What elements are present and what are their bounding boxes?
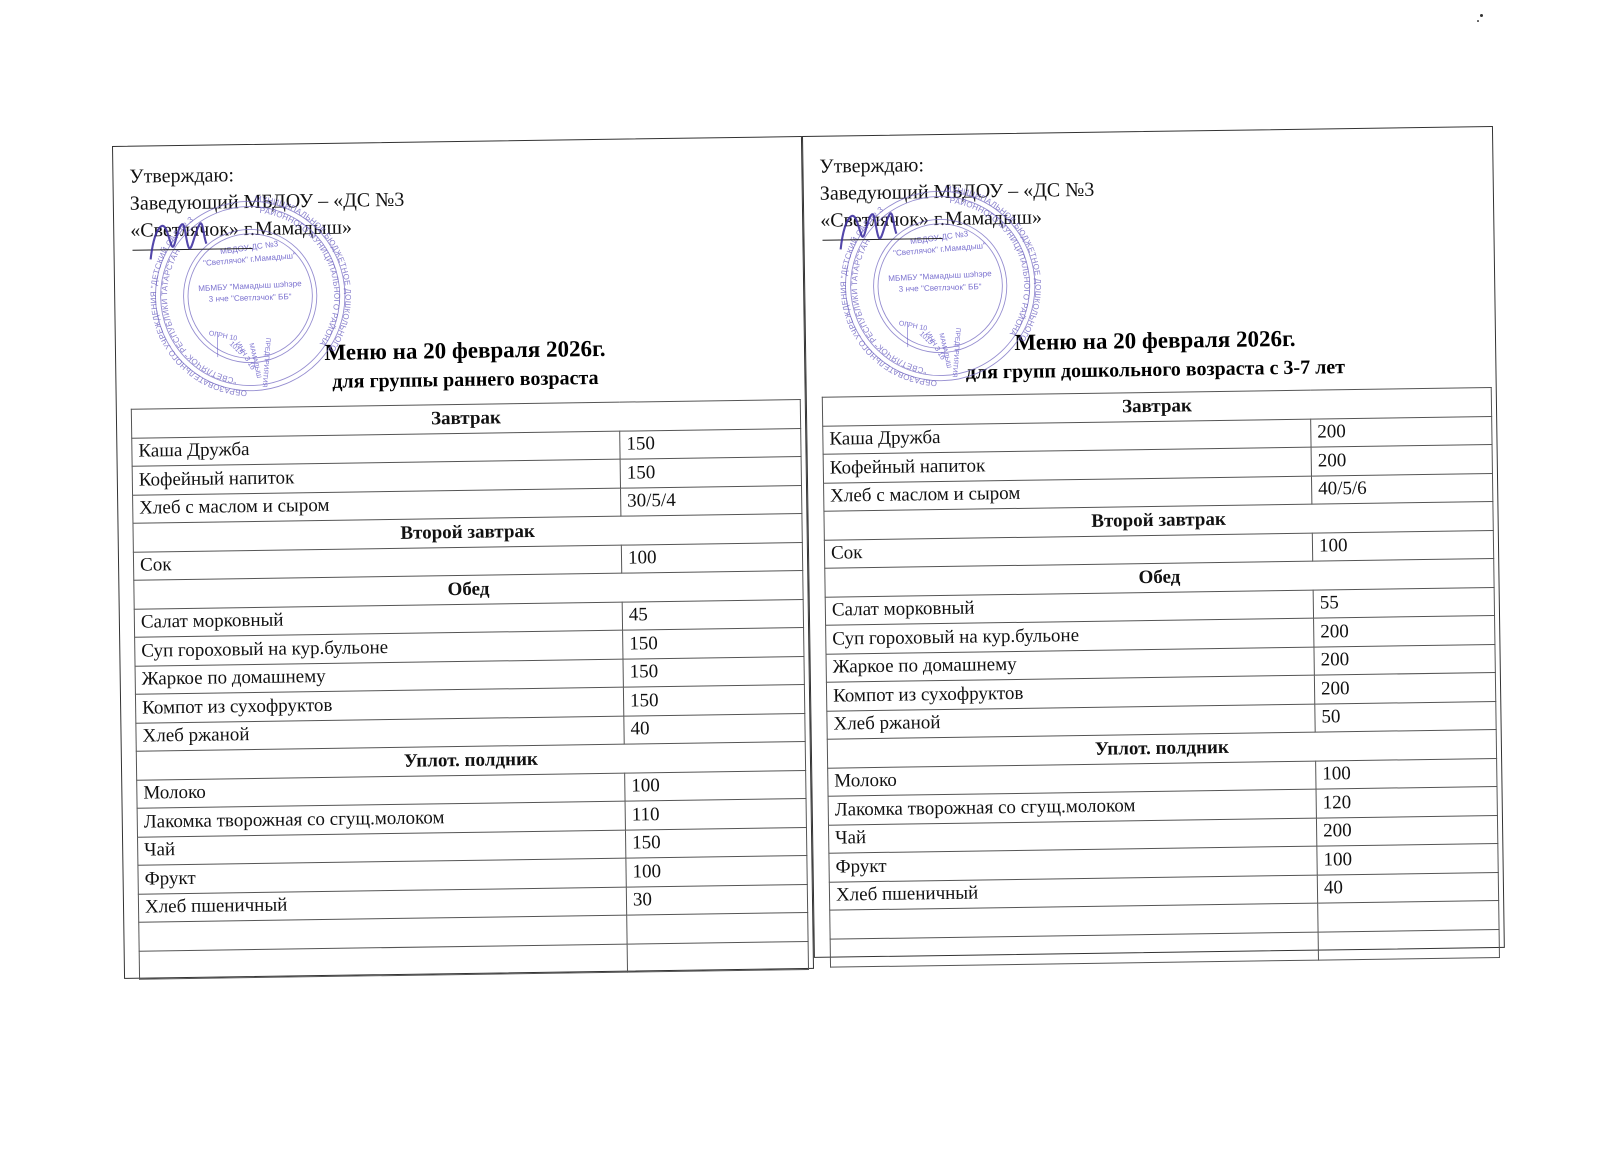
svg-text:3 нче "Светлэчок" ББ": 3 нче "Светлэчок" ББ" xyxy=(209,292,292,304)
svg-text:ПРЕДПРИЯТИЯ: ПРЕДПРИЯТИЯ xyxy=(261,338,272,388)
svg-text:3 нче "Светлэчок" ББ": 3 нче "Светлэчок" ББ" xyxy=(899,282,982,294)
svg-text:МБМБУ "Мамадыш шэhэре: МБМБУ "Мамадыш шэhэре xyxy=(888,269,992,283)
svg-text:РАЙОННОГО МУНИЦИПАЛЬНОГО РАЙОН: РАЙОННОГО МУНИЦИПАЛЬНОГО РАЙОНА xyxy=(259,205,342,349)
svg-text:ПРЕДПРИЯТИЯ: ПРЕДПРИЯТИЯ xyxy=(951,328,962,378)
svg-text:РАЙОННОГО МУНИЦИПАЛЬНОГО РАЙОН: РАЙОННОГО МУНИЦИПАЛЬНОГО РАЙОНА xyxy=(949,195,1032,339)
svg-text:МБМБУ "Мамадыш шэhэре: МБМБУ "Мамадыш шэhэре xyxy=(198,279,302,293)
